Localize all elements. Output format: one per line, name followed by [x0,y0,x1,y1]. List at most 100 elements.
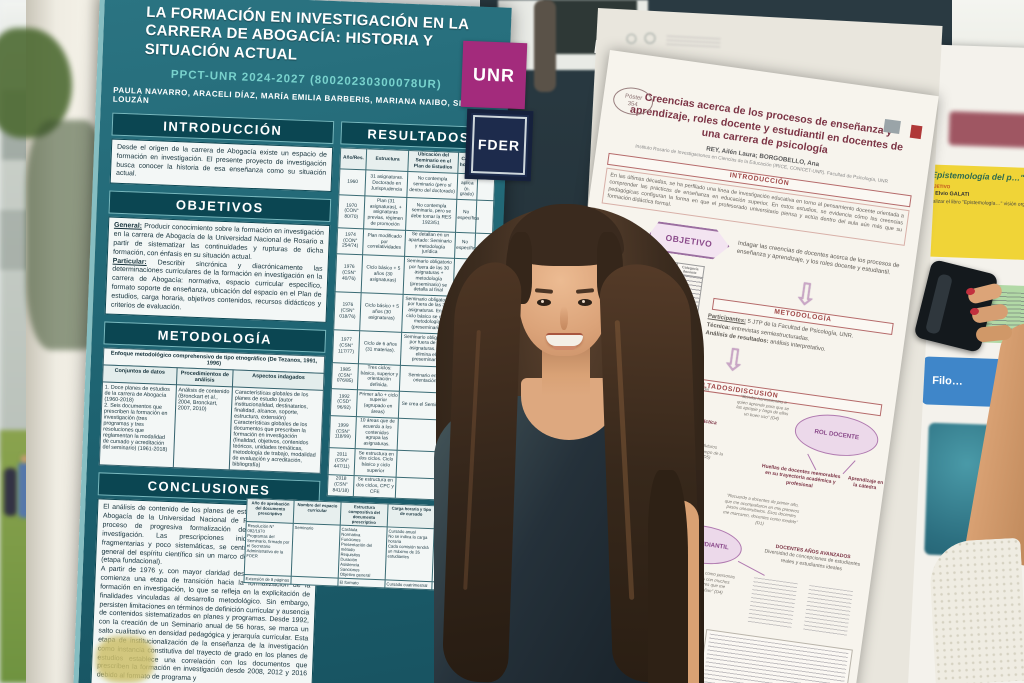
table-header-cell: Año de aprobación del documento prescrip… [246,498,295,524]
table-cell: Ciclo básico + 5 años (30 asignaturas) [360,293,404,333]
table-cell: Cursado cuatrimestral [384,579,433,590]
table-header-cell: Nombre del espacio curricular [293,499,342,525]
left-poster: LA FORMACIÓN EN INVESTIGACIÓN EN LA CARR… [72,0,512,683]
general-text: Producir conocimiento sobre la formación… [112,223,325,261]
table-cell: 1977 (CSN° 117/77) [332,329,361,364]
unr-logo-text: UNR [472,63,516,86]
table-cell: Ciclo básico + 5 años (30 asignaturas) [361,255,405,295]
table-cell [445,452,467,480]
map-connector [842,460,856,475]
left-poster-title: LA FORMACIÓN EN INVESTIGACIÓN EN LA CARR… [144,3,470,64]
distant-person-head [21,455,29,463]
methodology-table: Enfoque metodológico comprehensivo de ti… [98,347,326,475]
lower-table-body: Resolución N° 082/1970 Programas del Sem… [243,521,482,592]
table-cell: Carátula Normativa Funciones Presentació… [338,524,388,580]
table-cell [465,453,485,481]
table-cell: Análisis de contenido (Bronckart et al.,… [172,385,233,471]
table-cell [395,476,446,500]
table-cell: Cursado anual No se indica la carga hora… [385,526,435,582]
table-cell: 1974 (CON° 254/74) [336,227,364,256]
institution-logo [883,118,901,135]
table-cell: El formato [337,578,386,589]
map-connector [605,548,633,555]
table-cell: Seminario obligatorio por fuera de las a… [400,332,452,367]
table-cell: Plan (31 asignaturas), + asignaturas pre… [363,196,408,231]
map-label: DOCENTES AÑOS INICIALES Concepciones de e… [553,515,637,539]
table-cell: No específica [454,232,478,260]
institution-logo [909,124,923,140]
participants-table-wrap: Docente Año Asignatura Categoría docente [586,250,705,337]
third-poster-header-band [948,111,1024,150]
map-label: DOCENTES AÑOS AVANZADOS Diversidad de con… [764,543,861,572]
map-quote: "Que esté motivado para aprender, que qu… [633,564,673,586]
illegible-text-lines [666,35,721,48]
table-cell: 1970 (CON° 80/70) [337,195,366,229]
table-row: Resolución N° 082/1970 Programas del Sem… [244,521,482,584]
table-header-cell: Año/Res. [339,147,368,170]
table-cell [445,478,466,501]
particular-text: Describir sincrónica y diacrónicamente l… [110,258,323,312]
table-cell: No contempla seminario, pero se debe tom… [405,197,457,233]
table-cell [448,393,470,421]
backing-sheet-logos [626,33,637,45]
map-label: Huellas de docentes memorables en su tra… [761,463,841,489]
particular-label: Particular: [112,257,147,266]
table-cell [465,479,484,502]
objective-text: Indagar las creencias de docentes acerca… [736,240,900,277]
palm-fronds [0,28,72,138]
table-header-cell: Estructura [366,148,409,172]
third-poster-description: Analizar el libro "Epistemología…" visió… [926,198,1024,209]
table-cell: 1985 (CSN° 076/85) [331,362,359,390]
table-header-cell: Estructura compositiva del documento pre… [340,501,389,527]
table-header-cell: Finalidad y objetivos [434,505,483,531]
map-node-ensenanza: PROCESOS DE ENSEÑANZA Y APRENDIZAJE [550,394,641,468]
table-cell [452,258,475,298]
fder-logo: FDER [464,108,534,182]
table-cell: Plan modificado por correlatividades [362,228,406,257]
table-cell: 10 áreas que de acuerdo a los contenidos… [355,416,399,451]
table-cell: Características globales de los planes d… [229,387,324,474]
table-cell [446,419,469,454]
table-cell: Seminario obligatorio por fuera de las 3… [403,256,455,297]
map-quote: "Las veo como personas adultas con mucho… [686,567,736,596]
table-cell: No específica [455,199,479,233]
table-cell: 31 asignaturas. Doctorado en Jurispruden… [365,169,409,198]
results-concept-map: PROCESOS DE ENSEÑANZA Y APRENDIZAJE "Con… [532,377,893,651]
table-cell [472,259,492,299]
intro-body: Desde el origen de la carrera de Abogací… [109,138,334,193]
table-cell [468,394,487,422]
objective-shape: OBJETIVO [647,220,732,261]
table-row: 1. Doce planes de estudios de la carrera… [99,382,324,474]
table-cell: 1992 (CSD° 96/92) [330,388,358,417]
table-cell: Se estructura en dos ciclos. Ciclo básic… [354,448,398,477]
table-cell: 2011 (CSN° 447/11) [328,447,356,476]
table-cell: 2018 (CSN° 841/18) [327,474,355,497]
map-quote: "Pensarse como futuros trabajadores en e… [662,438,724,461]
table-cell: Seminario obligatorio por fuera de las 3… [401,294,453,335]
objective-label: OBJETIVO [665,232,713,250]
table-cell: Seminario en la orientación [399,364,451,394]
fder-logo-text: FDER [477,136,521,154]
results-table: Año/Res. Estructura Ubicación del Seminari… [326,147,506,502]
map-label: Proyección a la práctica profesional [659,412,718,431]
map-connector [737,560,765,576]
table-cell: Extensión de 8 páginas [243,574,292,585]
map-quote: "Recuerdo a docentes de primer año, que … [722,492,800,526]
table-cell: Resolución N° 082/1970 Programas del Sem… [244,521,294,577]
table-cell [449,366,471,395]
table-row: 1976 (CSN° 018/76) Ciclo básico + 5 años … [333,292,491,336]
table-cell [431,581,480,592]
lace-sleeve [928,537,1024,683]
table-cell: 1999 (CSN° 118/99) [329,415,357,449]
table-row: 1976 (CSN° 40/76) Ciclo básico + 5 años (… [335,254,492,299]
palm-trunk [534,0,556,92]
table-cell: Seminario [291,523,341,579]
table-cell: No contempla seminario (pero sí dentro d… [407,171,458,200]
map-node-rol-docente: ROL DOCENTE [792,409,881,461]
table-cell [466,420,486,454]
unr-logo: UNR [460,40,528,110]
table-cell [450,334,472,368]
foreground-yellow-blur [96,636,154,683]
table-cell: 1. Doce planes de estudios de la carrera… [99,382,177,469]
